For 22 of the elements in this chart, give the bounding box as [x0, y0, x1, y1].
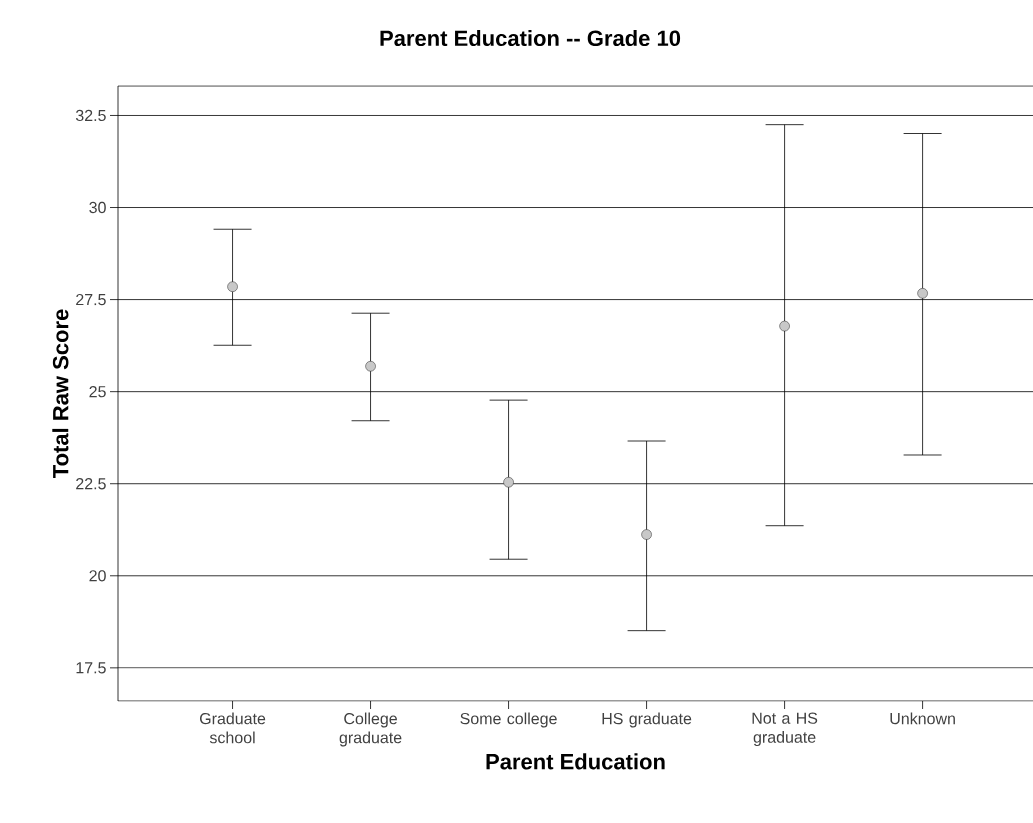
x-axis-title: Parent Education: [486, 753, 665, 770]
point: [227, 281, 238, 292]
y-axis-title: Total Raw Score: [52, 309, 69, 479]
y-tick-label: 20: [89, 570, 106, 582]
y-tick-label: 30: [89, 201, 106, 214]
x-tick-label: Some college: [460, 712, 557, 728]
y-tick-label: 22.5: [76, 478, 106, 490]
x-tick-label: Not a HS graduate: [752, 712, 818, 747]
y-tick-label: 32.5: [75, 109, 106, 122]
point: [779, 320, 790, 332]
x-tick-label: Unknown: [890, 712, 955, 725]
y-tick-label: 27.5: [76, 293, 106, 306]
x-tick-label: College graduate: [339, 712, 402, 747]
y-tick-label: 25: [89, 386, 106, 398]
point: [503, 477, 514, 488]
chart-title: Parent Education -- Grade 10: [380, 29, 681, 47]
y-tick-label: 17.5: [76, 662, 106, 674]
x-tick-label: HS graduate: [602, 712, 692, 728]
point: [917, 288, 928, 299]
x-tick-label: Graduate school: [200, 712, 266, 744]
point: [365, 361, 376, 372]
point: [641, 529, 652, 540]
